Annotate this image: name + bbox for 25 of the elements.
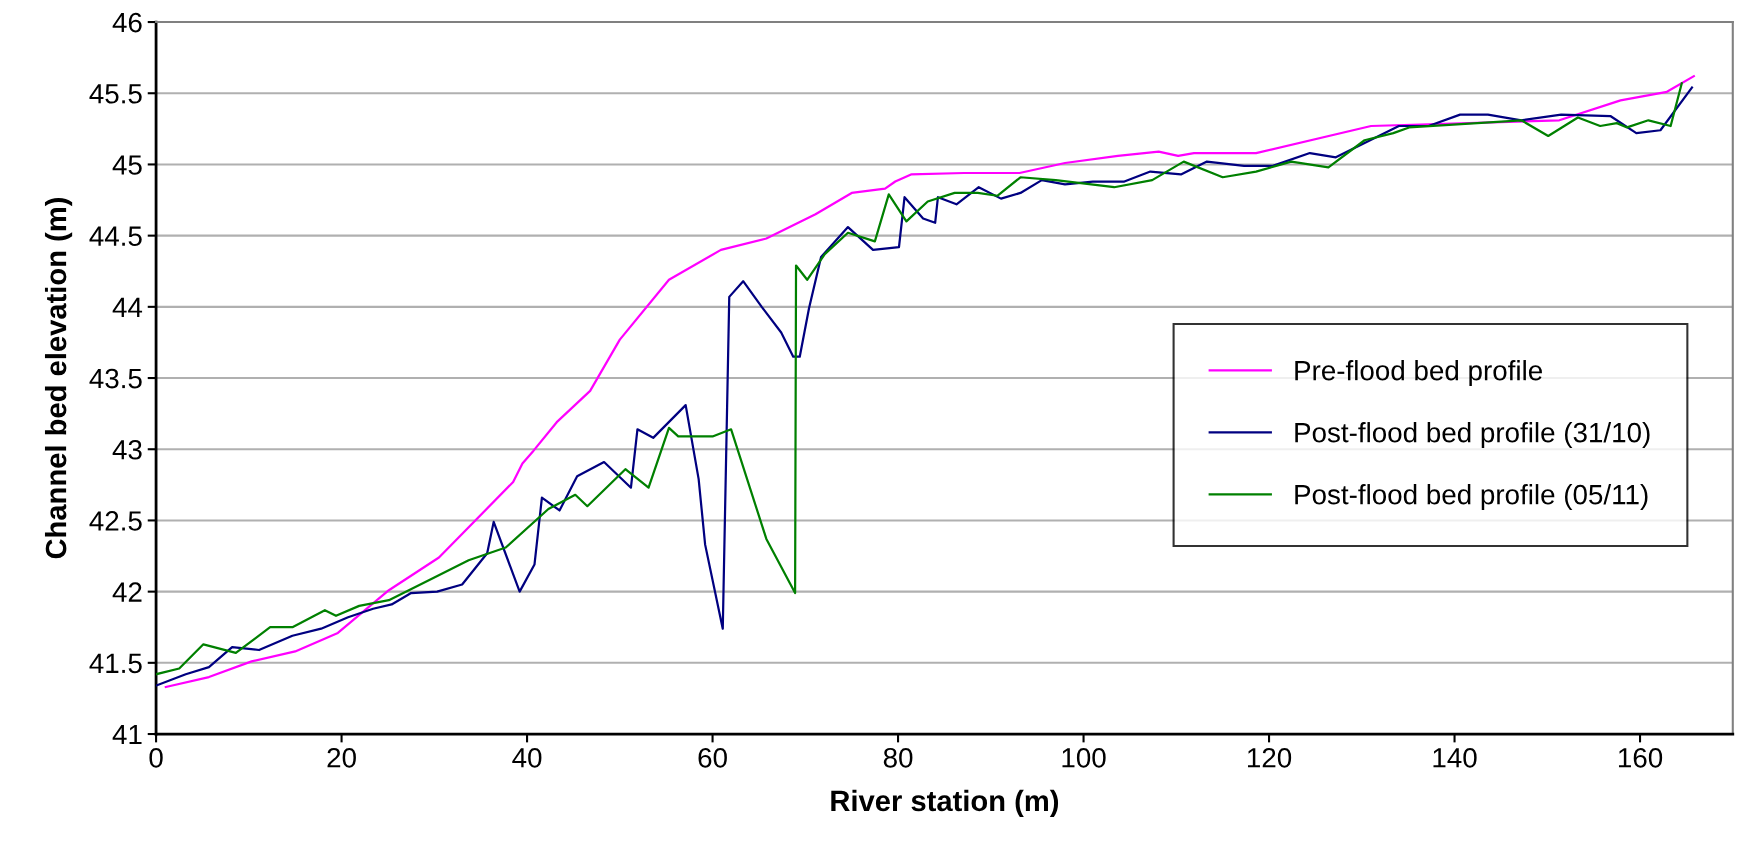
y-tick-label: 45.5	[89, 84, 142, 104]
x-tick-label: 20	[327, 747, 356, 768]
y-tick-label: 41.5	[89, 653, 142, 674]
y-tick-label: 46	[112, 12, 142, 33]
x-tick-label: 60	[698, 747, 727, 768]
x-axis-title: River station (m)	[831, 789, 1059, 817]
y-tick-label: 42.5	[89, 511, 142, 531]
legend-label: Post-flood bed profile (31/10)	[1295, 422, 1650, 448]
x-tick-label: 0	[149, 747, 163, 768]
y-tick-label: 43.5	[89, 368, 142, 389]
x-tick-label: 140	[1433, 747, 1477, 768]
x-tick-label: 80	[883, 747, 913, 768]
y-tick-label: 43	[112, 439, 142, 460]
y-tick-label: 44	[112, 297, 143, 317]
legend-label: Pre-flood bed profile	[1295, 360, 1542, 386]
y-tick-label: 45	[112, 155, 142, 175]
x-tick-label: 100	[1062, 747, 1106, 768]
y-axis-title: Channel bed elevation (m)	[44, 197, 73, 559]
y-tick-label: 44.5	[89, 226, 142, 246]
y-tick-label: 41	[112, 724, 142, 745]
x-tick-label: 40	[512, 747, 542, 768]
x-tick-label: 160	[1618, 747, 1663, 768]
legend-label: Post-flood bed profile (05/11)	[1295, 484, 1648, 510]
x-tick-label: 120	[1247, 747, 1292, 768]
y-tick-label: 42	[112, 582, 142, 602]
